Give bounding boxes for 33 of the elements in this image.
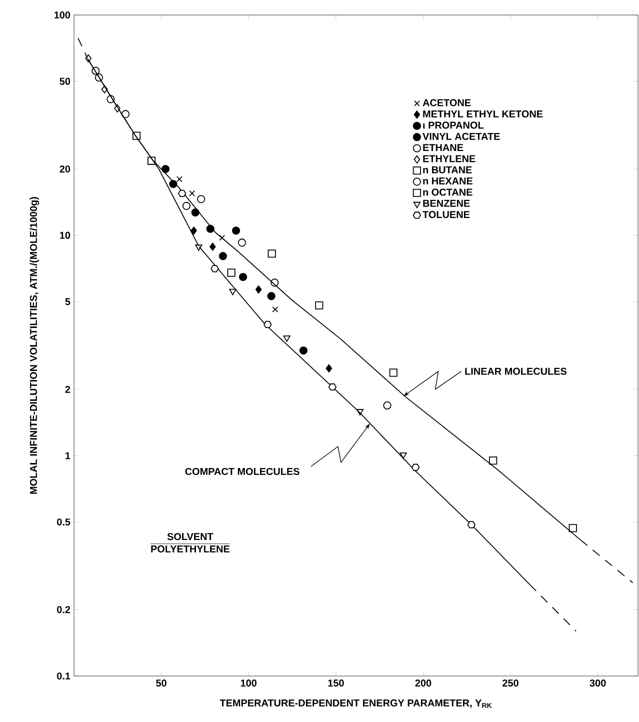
x-tick-label: 300 (590, 680, 606, 687)
legend-label: n OCTANE (423, 188, 472, 196)
x-axis-title: TEMPERATURE-DEPENDENT ENERGY PARAMETER, Y$_{RK}$ (220, 699, 492, 708)
y-axis-title: MOLAL INFINITE-DILUTION VOLATILITIES, ATM./(MOLE/1000g) (30, 196, 40, 494)
y-tick-label: 20 (60, 165, 70, 173)
y-tick-label: 1 (66, 452, 70, 460)
y-tick-label: 0.5 (57, 518, 70, 526)
x-tick-label: 250 (502, 680, 518, 687)
legend-label: ACETONE (422, 99, 471, 106)
legend-label: ETHYLENE (423, 155, 476, 162)
legend-label: VINYL ACETATE (422, 132, 500, 140)
legend-label: BENZENE (423, 200, 470, 207)
annotation: COMPACT MOLECULES (185, 468, 300, 475)
x-tick-label: 200 (415, 680, 432, 687)
legend-label: n HEXANE (423, 178, 473, 184)
annotation: POLYETHYLENE (151, 545, 230, 552)
legend-label: ι PROPANOL (423, 122, 484, 129)
legend-label: TOLUENE (422, 211, 470, 218)
annotation: LINEAR MOLECULES (465, 368, 567, 375)
legend-label: n BUTANE (423, 166, 472, 174)
annotation: SOLVENT (167, 533, 214, 540)
y-tick-label: 5 (65, 298, 70, 306)
legend-label: ETHANE (423, 144, 464, 151)
y-tick-label: 50 (60, 78, 70, 85)
y-tick-label: 0.2 (57, 606, 70, 614)
y-tick-label: 2 (65, 386, 70, 393)
y-tick-label: 0.1 (57, 672, 70, 680)
y-tick-label: 10 (60, 232, 70, 239)
x-tick-label: 150 (328, 680, 344, 687)
x-tick-label: 100 (240, 680, 257, 687)
y-tick-label: 100 (54, 11, 70, 19)
legend-label: METHYL ETHYL KETONE (423, 110, 543, 118)
x-tick-label: 50 (156, 680, 166, 687)
